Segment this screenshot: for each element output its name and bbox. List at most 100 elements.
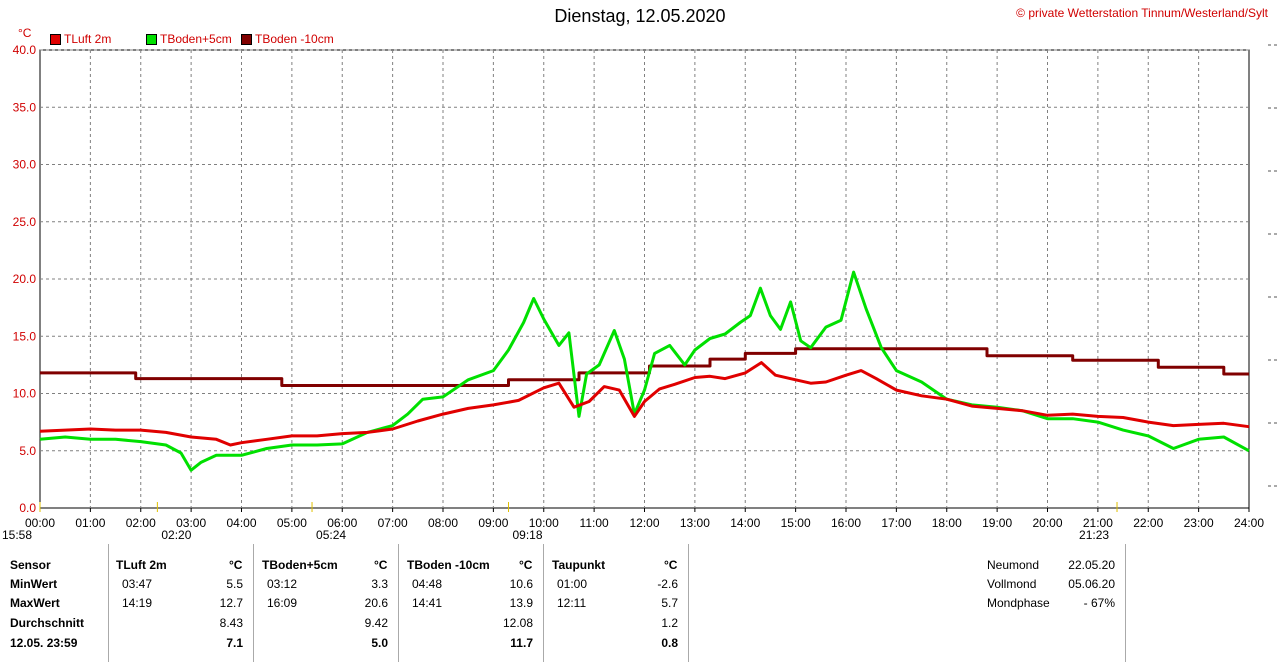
tluft-avg: 8.43 bbox=[219, 616, 243, 630]
legend-label-tboden10: TBoden -10cm bbox=[255, 32, 334, 46]
taupunkt-current: 0.8 bbox=[661, 636, 678, 650]
tboden10-min: 10.6 bbox=[509, 577, 533, 591]
legend-label-tluft: TLuft 2m bbox=[64, 32, 112, 46]
tboden5-min-time: 03:12 bbox=[267, 577, 298, 591]
y-tick-label: 35.0 bbox=[13, 100, 37, 114]
moon-value-full: 05.06.20 bbox=[1068, 577, 1115, 591]
x-tick-label: 09:00 bbox=[478, 516, 508, 530]
unit-tluft: °C bbox=[229, 558, 243, 572]
x-tick-label: 14:00 bbox=[730, 516, 760, 530]
temperature-chart: 0.0 5.0 10.0 15.0 20.0 25.0 30.0 35.0 40.0 00:00 0… bbox=[2, 43, 1280, 542]
x-tick-label: 11:00 bbox=[580, 516, 609, 530]
moon-label-phase: Mondphase bbox=[987, 596, 1050, 610]
tluft-current: 7.1 bbox=[226, 636, 243, 650]
x-tick-label: 07:00 bbox=[378, 516, 408, 530]
tboden10-max-time: 14:41 bbox=[412, 596, 443, 610]
taupunkt-min: -2.6 bbox=[657, 577, 678, 591]
tboden5-max-time: 16:09 bbox=[267, 596, 298, 610]
legend-swatch-tluft bbox=[50, 33, 61, 45]
tboden10-current: 11.7 bbox=[510, 636, 533, 650]
copyright-text: © private Wetterstation Tinnum/Westerlan… bbox=[1016, 6, 1268, 20]
x-tick-label: 04:00 bbox=[226, 516, 256, 530]
annotation-label: 02:20 bbox=[161, 528, 191, 542]
taupunkt-max-time: 12:11 bbox=[557, 596, 587, 610]
x-tick-label: 12:00 bbox=[629, 516, 659, 530]
x-tick-label: 24:00 bbox=[1234, 516, 1264, 530]
tboden5-min: 3.3 bbox=[371, 577, 388, 591]
tboden5-avg: 9.42 bbox=[364, 616, 388, 630]
tluft-min-time: 03:47 bbox=[122, 577, 153, 591]
legend-swatch-tboden10 bbox=[241, 33, 252, 45]
x-tick-label: 10:00 bbox=[529, 516, 559, 530]
x-tick-label: 17:00 bbox=[881, 516, 911, 530]
y-tick-label: 10.0 bbox=[13, 387, 37, 401]
x-tick-label: 02:00 bbox=[126, 516, 156, 530]
tluft-line bbox=[39, 361, 1250, 447]
header-sensor: Sensor bbox=[10, 558, 51, 572]
x-tick-label: 21:00 bbox=[1083, 516, 1113, 530]
x-tick-label: 01:00 bbox=[75, 516, 105, 530]
legend-item-tluft: TLuft 2m bbox=[50, 32, 111, 46]
row-label-current: 12.05. 23:59 bbox=[10, 636, 78, 650]
header-taupunkt: Taupunkt bbox=[552, 558, 606, 572]
x-tick-label: 05:00 bbox=[277, 516, 307, 530]
y-tick-label: 30.0 bbox=[13, 158, 37, 172]
x-tick-label: 06:00 bbox=[327, 516, 357, 530]
annotation-label: 15:58 bbox=[2, 528, 32, 542]
tboden10-avg: 12.08 bbox=[502, 616, 533, 630]
taupunkt-min-time: 01:00 bbox=[557, 577, 588, 591]
y-tick-label: 25.0 bbox=[13, 215, 37, 229]
taupunkt-max: 5.7 bbox=[661, 596, 678, 610]
header-tboden5: TBoden+5cm bbox=[262, 558, 338, 572]
y-tick-label: 20.0 bbox=[13, 272, 37, 286]
annotation-label: 09:18 bbox=[512, 528, 542, 542]
legend-label-tboden5: TBoden+5cm bbox=[160, 32, 232, 46]
y-tick-label: 40.0 bbox=[13, 43, 37, 57]
unit-tboden10: °C bbox=[519, 558, 533, 572]
y-unit-label: °C bbox=[18, 26, 32, 40]
moon-label-new: Neumond bbox=[987, 558, 1040, 572]
x-tick-label: 22:00 bbox=[1133, 516, 1163, 530]
tluft-min: 5.5 bbox=[226, 577, 243, 591]
tboden5-current: 5.0 bbox=[371, 636, 388, 650]
tboden5-max: 20.6 bbox=[364, 596, 388, 610]
moon-label-full: Vollmond bbox=[987, 577, 1037, 591]
row-label-min: MinWert bbox=[10, 577, 58, 591]
x-tick-label: 23:00 bbox=[1184, 516, 1214, 530]
x-tick-label: 00:00 bbox=[25, 516, 55, 530]
tluft-max-time: 14:19 bbox=[122, 596, 153, 610]
row-label-max: MaxWert bbox=[10, 596, 60, 610]
moon-value-phase: - 67% bbox=[1083, 596, 1115, 610]
x-tick-label: 18:00 bbox=[932, 516, 962, 530]
stats-table: Sensor MinWert MaxWert Durchschnitt 12.0… bbox=[0, 544, 1280, 662]
header-tluft: TLuft 2m bbox=[116, 558, 167, 572]
x-tick-label: 20:00 bbox=[1032, 516, 1062, 530]
y-tick-label: 5.0 bbox=[19, 444, 36, 458]
x-tick-label: 03:00 bbox=[176, 516, 206, 530]
copyright-symbol: © bbox=[1016, 6, 1025, 20]
annotation-label: 05:24 bbox=[316, 528, 346, 542]
header-tboden10: TBoden -10cm bbox=[407, 558, 490, 572]
x-tick-label: 15:00 bbox=[781, 516, 811, 530]
tboden10-max: 13.9 bbox=[509, 596, 533, 610]
x-tick-label: 13:00 bbox=[680, 516, 710, 530]
row-label-avg: Durchschnitt bbox=[10, 616, 85, 630]
legend-item-tboden10: TBoden -10cm bbox=[241, 32, 334, 46]
copyright-label: private Wetterstation Tinnum/Westerland/… bbox=[1028, 6, 1268, 20]
tboden10-min-time: 04:48 bbox=[412, 577, 443, 591]
legend-swatch-tboden5 bbox=[146, 33, 157, 45]
y-tick-label: 15.0 bbox=[13, 329, 37, 343]
unit-tboden5: °C bbox=[374, 558, 388, 572]
x-tick-label: 19:00 bbox=[982, 516, 1012, 530]
annotation-label: 21:23 bbox=[1079, 528, 1109, 542]
x-tick-label: 08:00 bbox=[428, 516, 458, 530]
taupunkt-avg: 1.2 bbox=[661, 616, 678, 630]
tboden10-line bbox=[40, 347, 1249, 387]
x-tick-label: 16:00 bbox=[831, 516, 861, 530]
tluft-max: 12.7 bbox=[219, 596, 243, 610]
unit-taupunkt: °C bbox=[664, 558, 678, 572]
y-tick-label: 0.0 bbox=[19, 501, 36, 515]
chart-title: Dienstag, 12.05.2020 bbox=[554, 6, 726, 26]
legend-item-tboden5: TBoden+5cm bbox=[146, 32, 232, 46]
moon-value-new: 22.05.20 bbox=[1068, 558, 1115, 572]
